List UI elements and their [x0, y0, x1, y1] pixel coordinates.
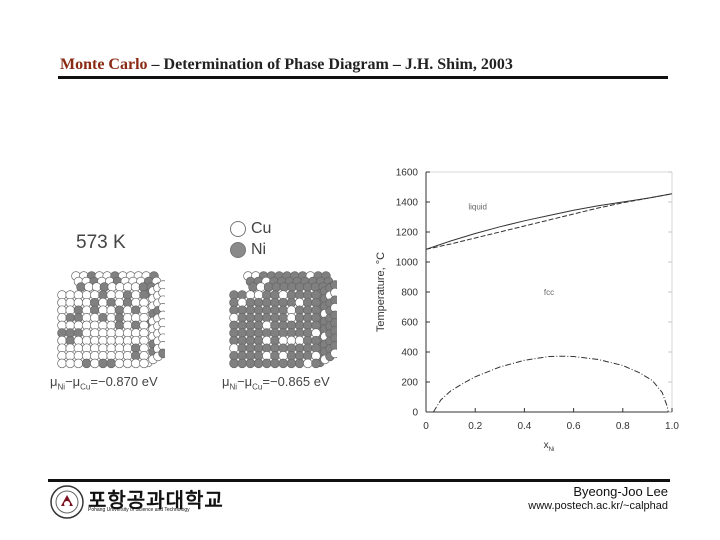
ni-atom-icon [230, 242, 246, 258]
title-lead: Monte Carlo [60, 56, 148, 73]
y-tick-label: 800 [401, 288, 418, 299]
atom-front [65, 358, 75, 369]
atom-front [57, 358, 67, 369]
atom-front [73, 358, 84, 369]
legend-label-ni: Ni [251, 241, 267, 258]
x-tick-label: 0 [423, 421, 429, 432]
y-tick-label: 1000 [396, 258, 419, 269]
y-tick-label: 600 [401, 318, 418, 329]
atom-front [311, 358, 321, 369]
atom-front [114, 358, 125, 369]
university-name-korean: 포항공과대학교 [88, 490, 224, 512]
x-axis-label: xNi [544, 440, 555, 453]
atom-front [131, 358, 141, 369]
footer-divider [48, 479, 670, 482]
atom-front [106, 358, 116, 369]
university-name-english: Pohang University of Science and Technol… [88, 507, 190, 513]
y-tick-label: 400 [401, 348, 418, 359]
title-rest: – Determination of Phase Diagram – J.H. … [147, 56, 513, 73]
atom-front [294, 358, 305, 369]
x-tick-label: 0.4 [517, 421, 531, 432]
author-name: Byeong-Joo Lee [573, 484, 668, 499]
legend-item-cu: Cu [230, 220, 271, 238]
x-tick-label: 0.6 [567, 421, 581, 432]
y-axis-label: Temperature, °C [375, 252, 387, 332]
title-divider [58, 76, 668, 79]
y-tick-label: 1200 [396, 228, 419, 239]
atom-front [278, 358, 288, 369]
slide-title: Monte Carlo – Determination of Phase Dia… [60, 56, 670, 74]
phase-boundary-curve [425, 193, 673, 250]
atom-front [229, 358, 239, 369]
y-tick-label: 1400 [396, 198, 419, 209]
crystal-cu-rich [57, 271, 165, 369]
phase-boundary-curve [432, 355, 669, 413]
atom-front [270, 358, 280, 369]
region-label: liquid [468, 203, 487, 212]
y-tick-label: 200 [401, 378, 418, 389]
university-seal-icon [50, 485, 84, 519]
atom-side [158, 348, 165, 359]
atom-front [303, 358, 313, 369]
x-tick-label: 0.8 [616, 421, 630, 432]
atom-front [253, 358, 264, 369]
atom-front [81, 358, 92, 369]
chemical-potential-label-2: μNi−μCu=−0.865 eV [222, 374, 330, 392]
atom-front [237, 358, 247, 369]
atom-front [122, 358, 133, 369]
website-url: www.postech.ac.kr/~calphad [528, 500, 668, 512]
phase-boundary-curve [425, 193, 673, 250]
atom-front [286, 358, 297, 369]
atom-front [139, 358, 149, 369]
atom-front [90, 358, 100, 369]
region-label: fcc [544, 288, 554, 297]
y-tick-label: 0 [412, 408, 418, 419]
legend-label-cu: Cu [251, 220, 272, 237]
x-tick-label: 0.2 [468, 421, 482, 432]
legend-item-ni: Ni [230, 241, 266, 259]
y-tick-label: 1600 [396, 168, 419, 179]
atom-front [245, 358, 256, 369]
atom-side [330, 348, 337, 359]
phase-diagram-chart: 0 200 400 600 800 1000 1200 1400 1600 0 0.2 0.4 0.6 0… [375, 168, 679, 454]
atom-front [98, 358, 108, 369]
x-tick-label: 1.0 [665, 421, 679, 432]
crystal-ni-rich [229, 271, 337, 369]
cu-atom-icon [230, 221, 246, 237]
chemical-potential-label-1: μNi−μCu=−0.870 eV [50, 374, 158, 392]
temperature-label: 573 K [76, 232, 126, 253]
atom-front [262, 358, 272, 369]
